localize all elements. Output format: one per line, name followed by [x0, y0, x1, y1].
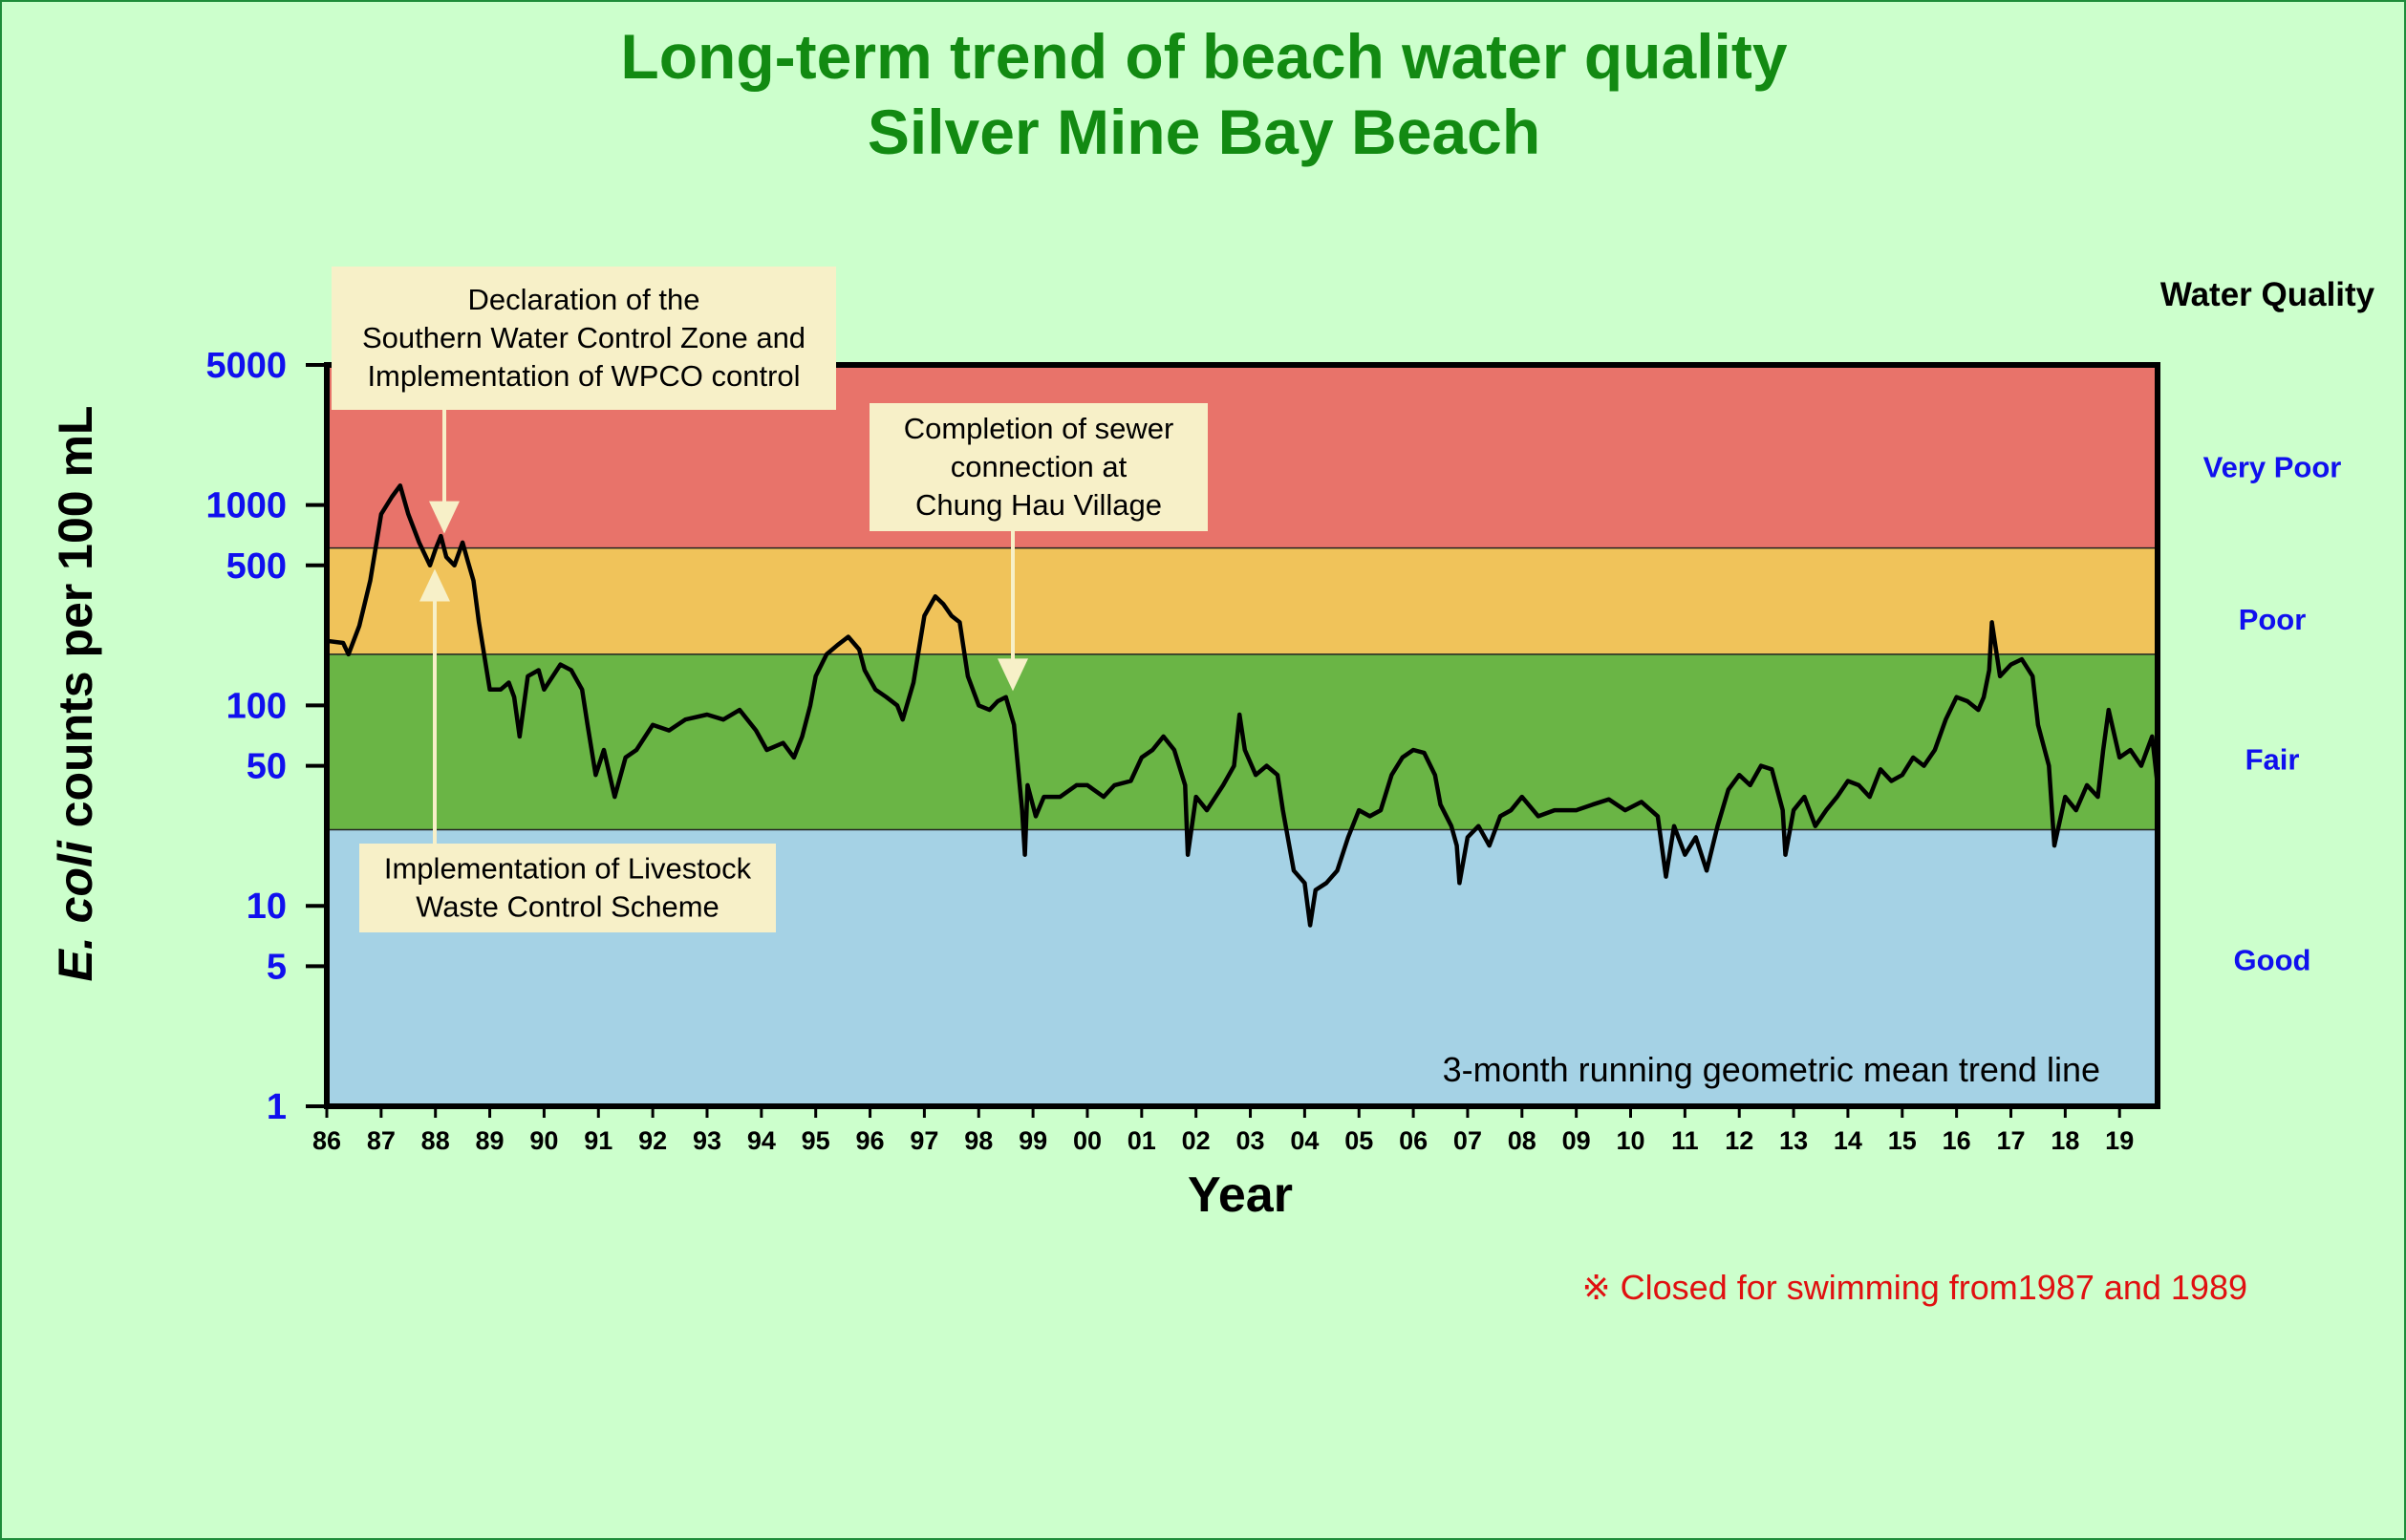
- trend-line-note: 3-month running geometric mean trend lin…: [1443, 1050, 2100, 1089]
- x-tick-label: 10: [1616, 1126, 1644, 1155]
- annotation-livestock-waste: Implementation of Livestock Waste Control…: [359, 568, 776, 932]
- annotation-box: [332, 267, 836, 410]
- annotation-text-line: Implementation of Livestock: [384, 852, 752, 886]
- x-tick-label: 00: [1073, 1126, 1102, 1155]
- x-tick-label: 90: [529, 1126, 558, 1155]
- trend-line-series: [326, 483, 2160, 928]
- band-poor: [327, 547, 2158, 654]
- x-tick-label: 98: [964, 1126, 993, 1155]
- x-axis-title: Year: [1188, 1167, 1293, 1223]
- annotation-text-line: connection at: [951, 450, 1128, 483]
- annotation-text-line: Chung Hau Village: [915, 488, 1162, 522]
- annotation-text-line: Southern Water Control Zone and: [362, 321, 806, 354]
- band-label-good: Good: [2234, 943, 2311, 976]
- x-tick-label: 95: [802, 1126, 830, 1155]
- x-tick-label: 14: [1834, 1126, 1862, 1155]
- y-axis-title-rest: counts per 100 mL: [49, 406, 102, 842]
- x-tick-label: 17: [1996, 1126, 2025, 1155]
- x-tick-label: 94: [747, 1126, 776, 1155]
- x-tick-label: 12: [1725, 1126, 1753, 1155]
- y-tick-label: 50: [247, 747, 287, 787]
- annotation-text-line: Implementation of WPCO control: [367, 359, 800, 393]
- annotation-box: [359, 844, 776, 932]
- x-tick-label: 16: [1943, 1126, 1971, 1155]
- annotation-text-line: Waste Control Scheme: [416, 890, 720, 924]
- y-tick-label: 10: [247, 887, 287, 927]
- x-tick-label: 15: [1888, 1126, 1917, 1155]
- x-tick-label: 02: [1182, 1126, 1211, 1155]
- x-tick-label: 91: [584, 1126, 612, 1155]
- x-tick-label: 01: [1128, 1126, 1156, 1155]
- plot-area-border: [324, 362, 2160, 1109]
- x-tick-label: 04: [1290, 1126, 1319, 1155]
- annotation-wpco-control: Declaration of the Southern Water Control…: [332, 267, 836, 534]
- y-axis-title: E. coli counts per 100 mL: [49, 406, 102, 982]
- x-tick-label: 07: [1453, 1126, 1482, 1155]
- x-tick-label: 06: [1399, 1126, 1428, 1155]
- x-tick-label: 97: [910, 1126, 938, 1155]
- y-tick-label: 500: [226, 546, 287, 587]
- closed-for-swimming-note: ※ Closed for swimming from1987 and 1989: [1582, 1268, 2248, 1307]
- annotation-arrow-head: [429, 501, 460, 534]
- x-tick-label: 11: [1671, 1126, 1699, 1155]
- x-tick-label: 03: [1236, 1126, 1265, 1155]
- annotation-arrow-head: [998, 658, 1028, 692]
- y-tick-label: 100: [226, 686, 287, 726]
- x-tick-label: 19: [2105, 1126, 2134, 1155]
- y-tick-label: 5000: [205, 346, 287, 386]
- y-tick-label: 5: [267, 947, 287, 987]
- x-tick-label: 93: [693, 1126, 721, 1155]
- y-tick-label: 1: [267, 1087, 287, 1127]
- x-tick-label: 08: [1508, 1126, 1536, 1155]
- band-label-fair: Fair: [2245, 743, 2300, 777]
- x-tick-label: 87: [367, 1126, 396, 1155]
- annotation-box: [870, 403, 1208, 531]
- x-tick-label: 88: [421, 1126, 450, 1155]
- x-tick-label: 86: [312, 1126, 341, 1155]
- x-tick-label: 92: [638, 1126, 667, 1155]
- x-tick-label: 18: [2051, 1126, 2079, 1155]
- x-tick-label: 89: [476, 1126, 505, 1155]
- band-label-poor: Poor: [2239, 603, 2307, 636]
- x-tick-label: 05: [1344, 1126, 1373, 1155]
- chart-title: Long-term trend of beach water quality: [620, 21, 1787, 92]
- annotation-text-line: Declaration of the: [468, 283, 700, 316]
- y-axis-title-italic: E. coli: [49, 840, 102, 981]
- annotation-arrow-head: [419, 568, 450, 602]
- x-tick-label: 99: [1019, 1126, 1047, 1155]
- y-tick-label: 1000: [205, 486, 287, 526]
- annotation-text-line: Completion of sewer: [904, 412, 1174, 445]
- band-label-very-poor: Very Poor: [2203, 451, 2342, 484]
- water-quality-legend-title: Water Quality: [2160, 276, 2375, 313]
- x-tick-label: 13: [1779, 1126, 1808, 1155]
- x-tick-label: 96: [856, 1126, 885, 1155]
- annotation-sewer-connection: Completion of sewer connection at Chung Ha…: [870, 403, 1208, 692]
- chart-subtitle: Silver Mine Bay Beach: [868, 96, 1540, 167]
- x-tick-label: 09: [1562, 1126, 1591, 1155]
